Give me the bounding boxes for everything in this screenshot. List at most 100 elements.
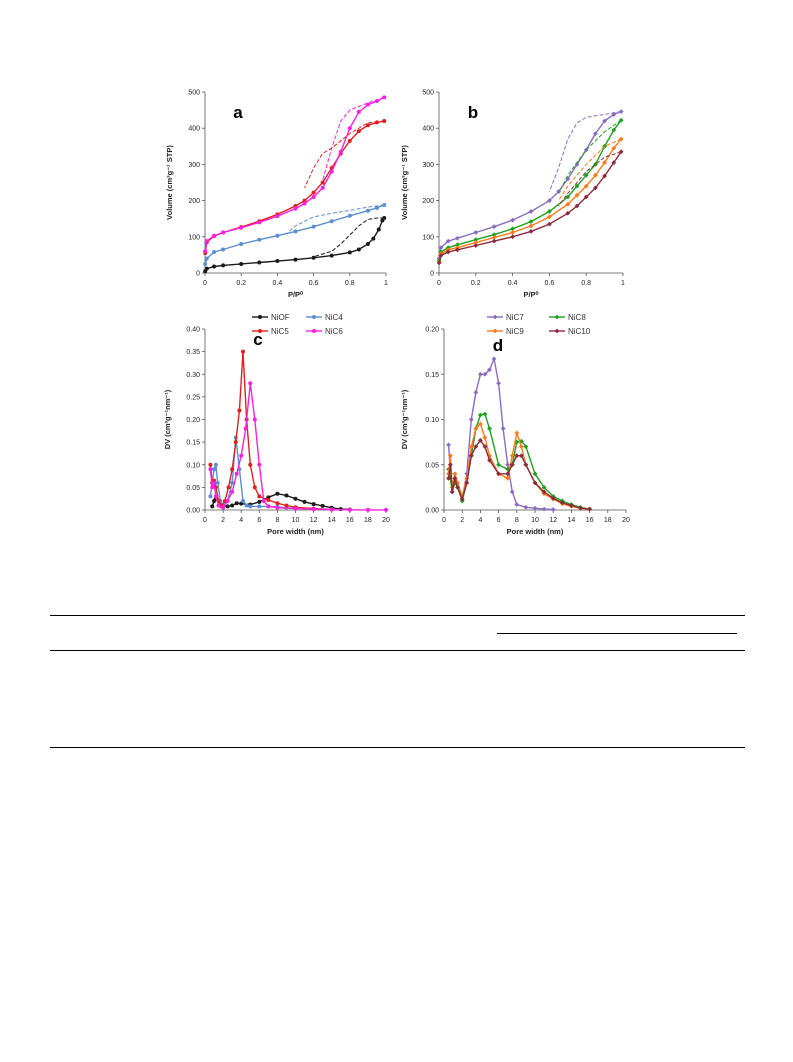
desorption-line [558,119,622,194]
data-point [556,189,561,194]
data-point [487,457,492,463]
data-point [618,136,624,142]
series-NiC7 [436,109,624,261]
data-point [541,489,547,495]
y-tick-label: 200 [422,198,434,205]
data-point [528,223,534,229]
data-point [311,224,316,229]
data-point [532,505,538,511]
data-point [239,225,244,230]
data-point [464,480,470,486]
x-tick-label: 18 [604,517,612,524]
data-point [447,453,453,459]
desorption-line [558,151,622,207]
legend-label: NiC8 [568,313,586,322]
data-point [509,453,515,459]
series-line [204,204,385,265]
data-point [496,462,501,468]
x-tick-label: 4 [239,517,243,524]
y-tick-label: 0.10 [425,417,439,424]
data-point [293,496,298,501]
x-tick-label: 8 [515,517,519,524]
x-tick-label: 0 [203,280,207,287]
data-point [602,118,607,124]
legend-label: NiC9 [506,327,524,336]
data-point [365,102,370,107]
data-point [237,408,242,413]
data-point [204,266,209,271]
data-point [257,494,262,499]
y-tick-label: 0.40 [186,327,200,334]
data-point [509,462,515,468]
data-point [468,417,474,422]
data-point [550,495,556,501]
legend-marker [258,329,262,333]
data-point [473,230,479,235]
x-tick-label: 0.2 [236,280,246,287]
data-point [311,502,316,507]
data-point [611,145,617,151]
data-point [365,242,370,247]
data-point [302,499,307,504]
y-tick-label: 100 [188,234,200,241]
panel-label: a [233,103,243,122]
data-point [225,504,230,509]
data-point [374,120,379,125]
series-NiC10 [446,437,592,512]
data-point [347,213,352,218]
data-point [311,190,316,195]
y-tick-label: 0.00 [186,508,200,515]
data-point [356,247,361,252]
data-point [365,507,370,512]
data-point [212,250,217,255]
x-axis-label: P/P⁰ [523,290,539,299]
data-point [221,505,226,510]
data-point [602,173,607,179]
data-point [203,261,208,266]
data-point [302,201,307,206]
x-tick-label: 8 [275,517,279,524]
chart-panel-c: 0.00 0.05 0.10 0.15 0.20 0.25 0.30 0.35 0.40 0 2 4 6… [163,313,390,536]
data-point [329,253,334,258]
data-point [320,503,325,508]
series-NiC5 [208,349,334,512]
panel-label: b [468,103,478,122]
data-point [208,467,213,472]
data-point [382,215,387,220]
data-point [241,498,246,503]
x-axis-label: P/P⁰ [288,290,304,299]
data-point [311,194,316,199]
data-point [275,505,280,510]
y-tick-label: 0.10 [186,462,200,469]
data-point [528,228,534,234]
data-point [611,127,617,133]
y-tick-label: 300 [422,162,434,169]
data-point [528,209,534,214]
y-tick-label: 400 [188,126,200,133]
data-point [329,169,334,174]
x-tick-label: 4 [478,517,482,524]
data-point [478,412,483,418]
data-point [523,462,529,468]
y-tick-label: 0.20 [425,327,439,334]
data-point [208,462,213,467]
chart-panel-a: 0 100 200 300 400 500 0 0.2 0.4 0.6 0.8 1 P/P⁰ Volume… [165,90,388,300]
series-NiOF [203,215,387,274]
data-point [532,471,538,477]
data-point [208,494,213,499]
data-point [550,507,556,512]
data-point [257,260,262,265]
x-tick-label: 0 [203,517,207,524]
data-point [293,206,298,211]
y-tick-label: 0.05 [425,462,439,469]
data-point [532,480,538,486]
data-point [446,475,451,481]
data-point [583,183,589,189]
data-point [320,185,325,190]
data-point [505,475,511,481]
x-tick-label: 0.8 [345,280,355,287]
data-point [233,440,238,445]
data-point [510,230,515,235]
data-point [293,257,298,262]
